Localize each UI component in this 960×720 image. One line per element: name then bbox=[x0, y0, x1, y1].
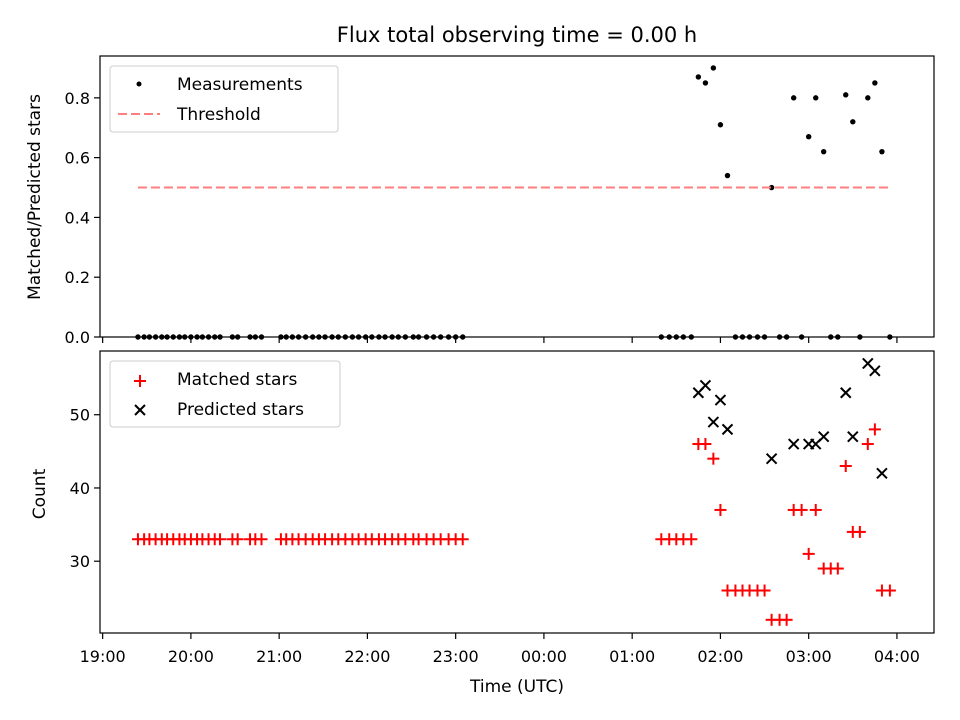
matched-star-point bbox=[853, 525, 866, 538]
predicted-star-point bbox=[699, 379, 712, 392]
x-tick-label: 02:00 bbox=[697, 647, 743, 666]
x-tick-label: 03:00 bbox=[786, 647, 832, 666]
matched-star-point bbox=[231, 533, 244, 546]
predicted-star-point bbox=[707, 416, 720, 428]
matched-star-point bbox=[255, 533, 268, 546]
y-tick-label: 40 bbox=[70, 479, 90, 498]
measurement-point bbox=[724, 172, 731, 179]
matched-star-point bbox=[809, 503, 822, 516]
y-tick-label: 30 bbox=[70, 552, 90, 571]
predicted-star-point bbox=[869, 365, 881, 377]
matched-star-point bbox=[795, 503, 808, 516]
predicted-star-point bbox=[876, 467, 888, 480]
measurement-point bbox=[768, 184, 775, 191]
matched-star-point bbox=[839, 459, 852, 472]
matched-star-point bbox=[685, 533, 698, 546]
predicted-star-point bbox=[840, 387, 852, 399]
measurement-point bbox=[717, 122, 724, 128]
predicted-star-point bbox=[787, 438, 800, 450]
y-tick-label: 0.4 bbox=[65, 208, 90, 227]
predicted-star-point bbox=[817, 430, 830, 443]
legend-threshold-label: Threshold bbox=[176, 105, 261, 125]
matched-star-point bbox=[214, 533, 227, 546]
matched-star-point bbox=[699, 438, 712, 451]
top-ylabel: Matched/Predicted stars bbox=[25, 94, 45, 300]
measurement-point bbox=[805, 134, 812, 140]
top-legend: Measurements Threshold bbox=[109, 65, 339, 133]
x-tick-label: 21:00 bbox=[256, 647, 302, 666]
matched-star-point bbox=[861, 438, 874, 451]
chart-title: Flux total observing time = 0.00 h bbox=[337, 23, 697, 47]
measurement-point bbox=[865, 95, 871, 101]
x-tick-label: 04:00 bbox=[874, 647, 920, 666]
predicted-star-point bbox=[714, 394, 727, 406]
measurement-point bbox=[702, 80, 709, 86]
y-tick-label: 0.0 bbox=[65, 328, 90, 347]
x-axis-label: Time (UTC) bbox=[469, 677, 564, 697]
bottom-legend-box bbox=[109, 360, 341, 428]
matched-star-point bbox=[758, 584, 771, 597]
bottom-panel: 30 40 50 19:00 20:00 21:00 22:00 23:00 00:00 01:… bbox=[30, 350, 935, 697]
measurement-point bbox=[790, 95, 797, 101]
bottom-ylabel: Count bbox=[30, 468, 50, 519]
matched-star-point bbox=[831, 562, 844, 575]
top-axes-frame bbox=[99, 55, 935, 338]
top-legend-box bbox=[109, 65, 339, 133]
matched-star-point bbox=[868, 423, 881, 436]
y-tick-label: 0.2 bbox=[65, 268, 90, 287]
measurement-point bbox=[850, 119, 856, 125]
x-tick-label: 00:00 bbox=[521, 647, 567, 666]
measurement-point bbox=[820, 148, 827, 155]
predicted-star-point bbox=[765, 452, 778, 465]
y-tick-label: 0.6 bbox=[65, 149, 90, 168]
y-tick-label: 50 bbox=[70, 406, 90, 425]
x-tick-label: 23:00 bbox=[433, 647, 479, 666]
measurement-point bbox=[879, 148, 885, 155]
measurement-point bbox=[710, 65, 717, 71]
bottom-legend: Matched stars Predicted stars bbox=[109, 360, 341, 428]
matched-star-point bbox=[802, 547, 815, 560]
matched-star-point bbox=[456, 533, 469, 546]
legend-measurements-label: Measurements bbox=[177, 75, 303, 95]
top-panel: 0.00.20.40.60.8 Matched/Predicted stars … bbox=[25, 55, 935, 347]
measurement-point bbox=[695, 74, 702, 80]
measurement-point bbox=[843, 92, 849, 98]
x-tick-label: 19:00 bbox=[80, 647, 126, 666]
measurement-point bbox=[813, 95, 819, 101]
predicted-star-point bbox=[847, 430, 859, 443]
matched-star-point bbox=[714, 503, 727, 516]
x-tick-label: 01:00 bbox=[609, 647, 655, 666]
bottom-axes-frame bbox=[99, 350, 935, 634]
matched-star-point bbox=[780, 613, 793, 626]
matched-star-point bbox=[883, 584, 896, 597]
predicted-star-point bbox=[721, 423, 734, 436]
legend-matched-label: Matched stars bbox=[177, 370, 297, 390]
legend-predicted-label: Predicted stars bbox=[177, 400, 304, 420]
x-tick-label: 20:00 bbox=[168, 647, 214, 666]
legend-matched-marker bbox=[134, 375, 146, 387]
measurement-point bbox=[872, 80, 878, 86]
matched-star-point bbox=[707, 452, 720, 465]
x-tick-label: 22:00 bbox=[344, 647, 390, 666]
legend-predicted-marker bbox=[134, 404, 146, 416]
legend-measurements-marker bbox=[136, 81, 142, 87]
y-tick-label: 0.8 bbox=[65, 89, 90, 108]
